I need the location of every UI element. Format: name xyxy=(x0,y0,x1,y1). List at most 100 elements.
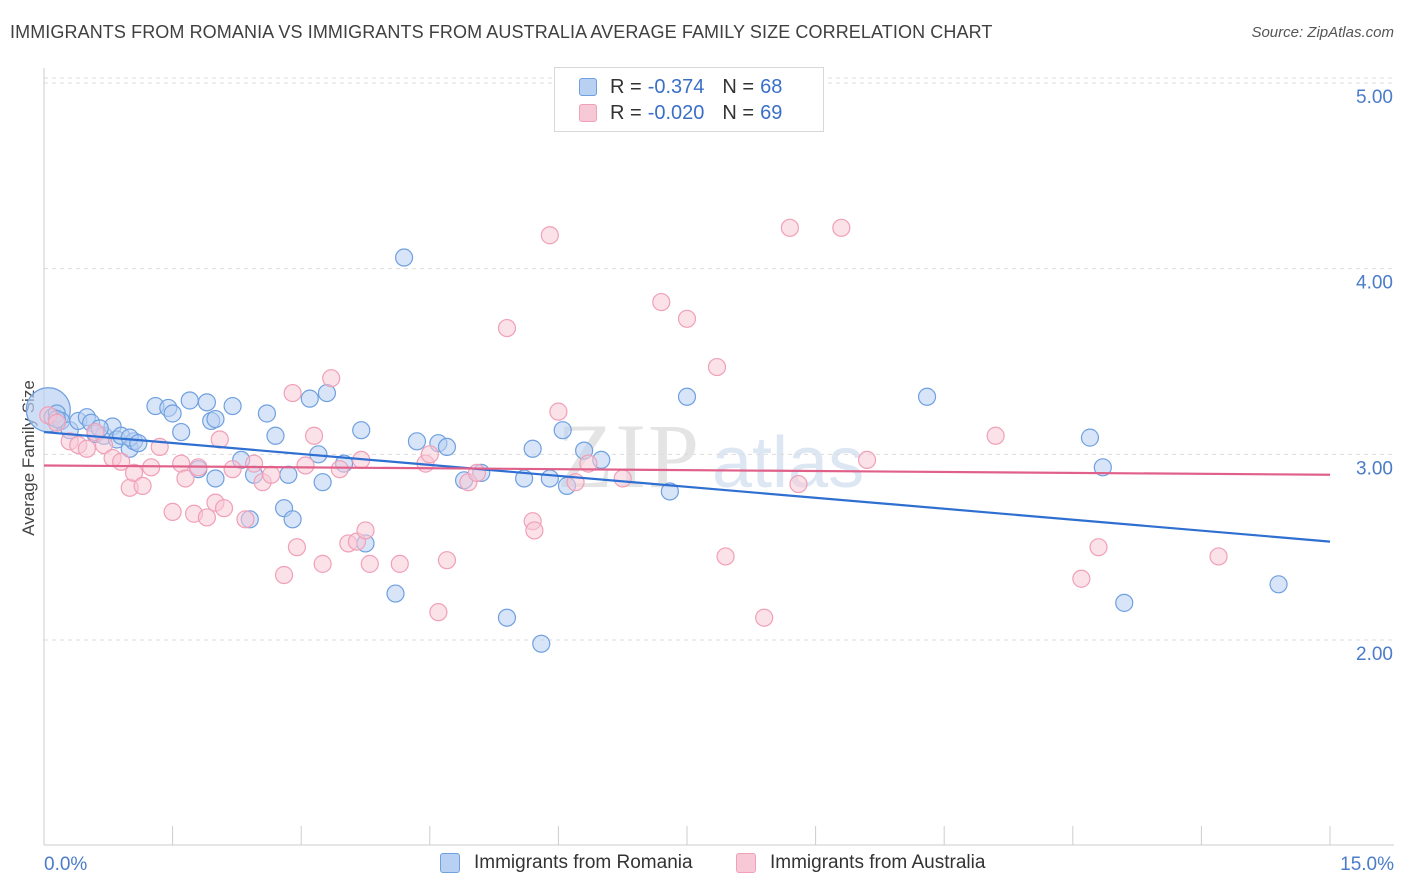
data-point xyxy=(47,413,66,432)
series-label-romania: Immigrants from Romania xyxy=(474,852,693,873)
data-point xyxy=(613,469,632,488)
data-point xyxy=(549,402,568,421)
x-tick-label: 0.0% xyxy=(44,854,87,875)
data-point xyxy=(857,450,877,470)
data-point xyxy=(390,554,409,573)
data-point xyxy=(716,547,735,566)
stats-legend-row-romania: R = -0.374 N = 68 xyxy=(579,75,782,99)
data-point xyxy=(677,387,697,406)
r-label: R = xyxy=(610,75,642,98)
data-point xyxy=(322,369,341,388)
series-swatch-romania xyxy=(440,853,460,873)
data-point xyxy=(274,565,294,585)
data-point xyxy=(206,469,225,488)
data-point xyxy=(832,218,851,237)
y-tick-label: 3.00 xyxy=(1356,458,1393,479)
data-point xyxy=(1269,575,1288,594)
data-point xyxy=(532,634,551,653)
n-value-australia: 69 xyxy=(760,101,783,124)
data-point xyxy=(1080,428,1100,447)
data-point xyxy=(223,460,242,479)
data-point xyxy=(129,434,148,453)
data-point xyxy=(986,426,1005,445)
data-point xyxy=(313,473,332,492)
data-point xyxy=(313,554,332,573)
data-point xyxy=(755,608,774,627)
r-value-australia: -0.020 xyxy=(647,101,705,124)
data-point xyxy=(262,465,281,484)
data-point xyxy=(300,389,319,408)
n-label: N = xyxy=(722,75,755,98)
data-point xyxy=(707,357,727,377)
data-point xyxy=(279,465,298,484)
data-point xyxy=(523,439,542,458)
data-point xyxy=(386,584,405,603)
data-point xyxy=(236,510,255,529)
data-point xyxy=(660,482,679,501)
data-point xyxy=(420,445,439,464)
y-tick-label: 4.00 xyxy=(1356,273,1393,294)
trend-line xyxy=(43,430,1331,543)
data-point xyxy=(437,551,457,570)
data-point xyxy=(163,502,182,521)
data-point xyxy=(407,432,427,451)
stats-legend-row-australia: R = -0.020 N = 69 xyxy=(579,101,782,125)
y-tick-label: 2.00 xyxy=(1356,644,1393,665)
data-point xyxy=(214,499,234,518)
data-point xyxy=(780,218,799,237)
data-point xyxy=(124,463,144,482)
data-point xyxy=(244,454,264,473)
data-point xyxy=(525,521,544,540)
data-point xyxy=(197,508,216,527)
data-point xyxy=(1209,547,1228,566)
data-point xyxy=(540,226,559,245)
legend-swatch-australia xyxy=(579,104,597,122)
data-point xyxy=(540,469,559,488)
trend-lines xyxy=(43,430,1331,543)
data-point xyxy=(579,454,598,473)
data-point xyxy=(287,538,307,557)
data-point xyxy=(257,404,277,423)
series-legend: Immigrants from Romania Immigrants from … xyxy=(0,852,1406,878)
data-point xyxy=(296,456,315,475)
data-point xyxy=(917,387,937,406)
data-point xyxy=(180,391,199,410)
data-point xyxy=(360,554,379,573)
series-legend-item-australia: Immigrants from Australia xyxy=(736,852,985,874)
series-legend-item-romania: Immigrants from Romania xyxy=(440,852,693,874)
data-point xyxy=(677,309,697,328)
data-point xyxy=(394,248,414,267)
data-point xyxy=(206,409,225,429)
data-point xyxy=(283,383,302,403)
data-point xyxy=(330,460,349,479)
stats-legend: R = -0.374 N = 68 R = -0.020 N = 69 xyxy=(554,67,824,132)
x-tick-label: 15.0% xyxy=(1340,854,1394,875)
r-value-romania: -0.374 xyxy=(647,75,705,98)
r-label: R = xyxy=(610,101,642,124)
data-point xyxy=(304,426,324,445)
n-label: N = xyxy=(722,101,755,124)
data-point xyxy=(1093,458,1112,477)
data-point xyxy=(133,476,152,495)
source-label: Source: ZipAtlas.com xyxy=(1251,24,1394,41)
series-swatch-australia xyxy=(736,853,756,873)
data-point xyxy=(172,422,191,442)
chart-title: IMMIGRANTS FROM ROMANIA VS IMMIGRANTS FR… xyxy=(10,22,993,42)
n-value-romania: 68 xyxy=(760,75,783,98)
data-point xyxy=(197,393,216,412)
data-point xyxy=(789,474,808,494)
data-point xyxy=(356,521,375,540)
data-point xyxy=(497,608,517,627)
data-point xyxy=(1089,538,1108,557)
data-point xyxy=(352,421,371,440)
data-point xyxy=(223,396,242,416)
data-point xyxy=(497,318,517,338)
data-point xyxy=(1115,593,1134,612)
data-point xyxy=(467,463,487,482)
data-point xyxy=(1072,569,1091,588)
watermark-atlas: atlas xyxy=(712,423,864,503)
legend-swatch-romania xyxy=(579,78,597,96)
series-label-australia: Immigrants from Australia xyxy=(770,852,986,873)
trend-line xyxy=(43,464,1331,476)
data-point xyxy=(553,421,572,440)
